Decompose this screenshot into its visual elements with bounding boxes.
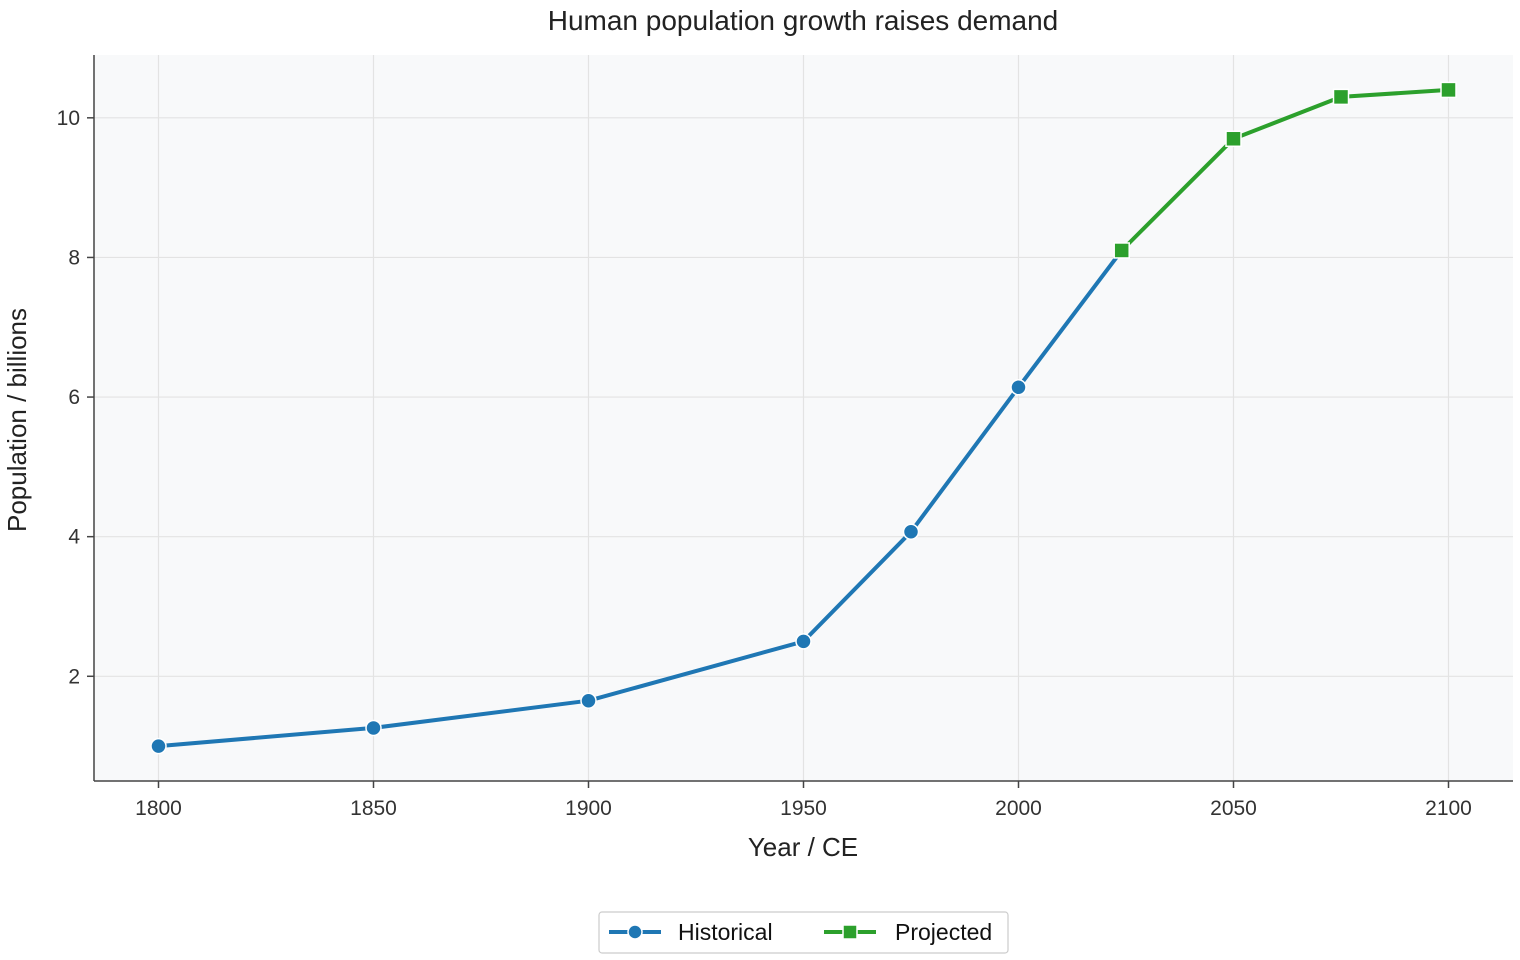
x-tick-label: 1950 — [780, 797, 827, 820]
data-point-historical — [580, 692, 597, 709]
x-tick-label: 2050 — [1210, 797, 1257, 820]
axis-ticks: 1800 1850 1900 1950 2000 2050 2100 2 4 6 8 10 — [57, 107, 1472, 820]
series-layer — [150, 81, 1457, 755]
data-point-historical — [1010, 379, 1027, 396]
x-tick-label: 1800 — [135, 797, 182, 820]
series-line-projected — [1119, 87, 1451, 253]
legend-historical-marker — [627, 924, 643, 940]
y-tick-label: 10 — [57, 107, 80, 130]
data-point-projected — [1440, 81, 1457, 99]
y-tick-label: 4 — [68, 526, 80, 549]
y-tick-label: 2 — [68, 665, 80, 688]
data-point-historical — [150, 737, 167, 755]
legend-projected-marker — [842, 924, 858, 940]
grid-lines — [94, 55, 1513, 781]
x-tick-label: 2000 — [995, 797, 1042, 820]
data-point-projected — [1332, 88, 1350, 106]
legend-box — [598, 911, 1009, 954]
data-point-projected — [1225, 130, 1242, 148]
x-tick-label: 2100 — [1425, 797, 1472, 820]
y-tick-label: 8 — [68, 246, 80, 269]
y-tick-label: 6 — [68, 386, 80, 409]
x-tick-label: 1900 — [565, 797, 612, 820]
y-axis-title: Population / billions — [2, 308, 32, 532]
legend: Historical Projected — [598, 911, 1009, 954]
data-point-historical — [795, 633, 812, 650]
data-point-projected — [1113, 242, 1130, 259]
data-point-historical — [902, 523, 920, 541]
x-axis-title: Year / CE — [748, 832, 858, 862]
x-tick-label: 1850 — [350, 797, 397, 820]
data-point-historical — [365, 719, 382, 737]
legend-historical-label: Historical — [678, 919, 773, 945]
chart-title: Human population growth raises demand — [548, 5, 1059, 36]
legend-projected-label: Projected — [895, 919, 992, 945]
